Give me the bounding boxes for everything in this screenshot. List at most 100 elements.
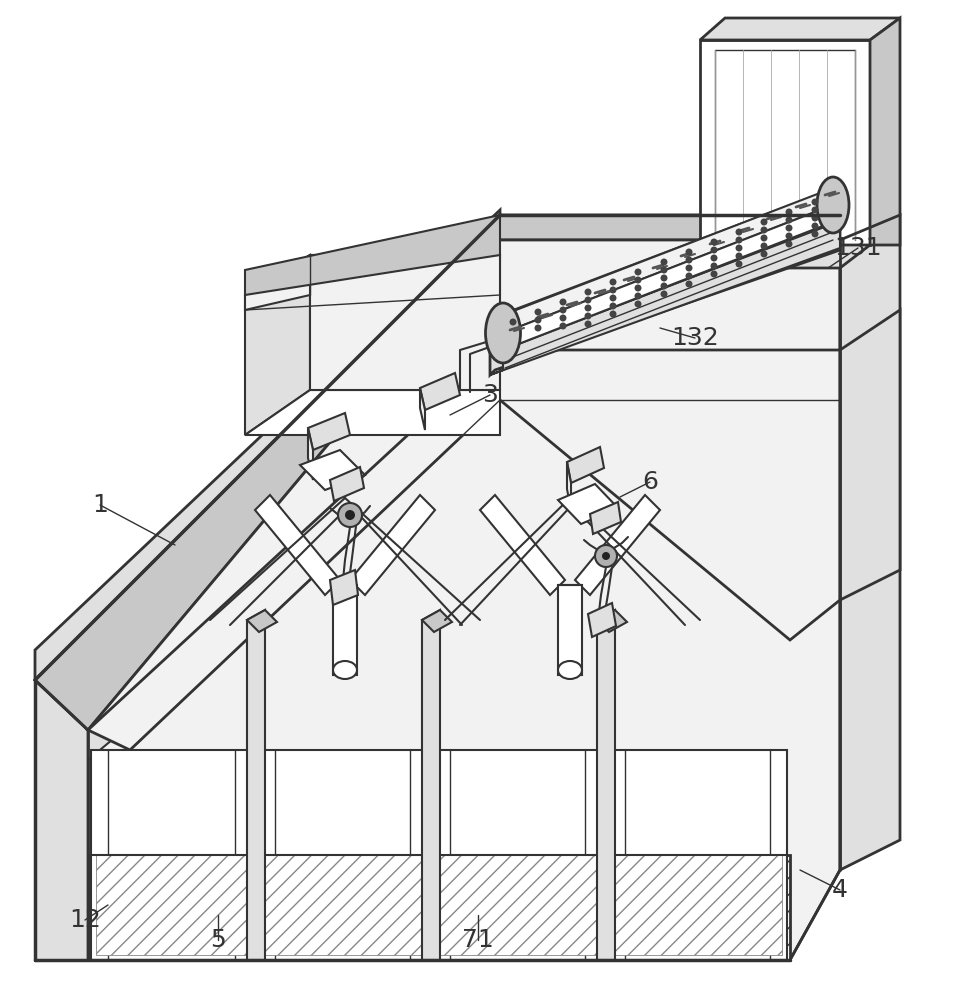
Circle shape: [761, 227, 767, 233]
Polygon shape: [263, 855, 422, 955]
Polygon shape: [310, 255, 500, 390]
Circle shape: [660, 282, 668, 290]
Circle shape: [786, 217, 792, 224]
Polygon shape: [91, 750, 252, 960]
Polygon shape: [245, 215, 500, 295]
Polygon shape: [558, 484, 618, 524]
Polygon shape: [420, 388, 425, 430]
Polygon shape: [245, 255, 500, 310]
Circle shape: [634, 292, 642, 300]
Polygon shape: [300, 450, 365, 490]
Circle shape: [584, 304, 591, 312]
Circle shape: [584, 296, 591, 304]
Polygon shape: [255, 495, 340, 595]
Circle shape: [736, 236, 742, 243]
Circle shape: [736, 252, 742, 259]
Polygon shape: [590, 502, 621, 534]
Polygon shape: [350, 495, 435, 595]
Circle shape: [711, 246, 718, 253]
Polygon shape: [35, 215, 840, 730]
Polygon shape: [88, 590, 255, 760]
Polygon shape: [88, 350, 840, 750]
Polygon shape: [503, 205, 833, 350]
Circle shape: [338, 503, 362, 527]
Text: 4: 4: [832, 878, 848, 902]
Polygon shape: [575, 495, 660, 595]
Circle shape: [786, 209, 792, 216]
Circle shape: [686, 256, 693, 263]
Polygon shape: [567, 447, 604, 483]
Circle shape: [559, 298, 566, 306]
Circle shape: [535, 316, 541, 324]
Polygon shape: [608, 750, 787, 960]
Polygon shape: [490, 215, 840, 375]
Circle shape: [559, 314, 566, 322]
Circle shape: [786, 240, 792, 247]
Circle shape: [584, 312, 591, 320]
Circle shape: [584, 320, 591, 328]
Circle shape: [711, 254, 718, 261]
Circle shape: [634, 268, 642, 275]
Circle shape: [584, 288, 591, 296]
Circle shape: [811, 215, 818, 222]
Circle shape: [609, 286, 617, 294]
Polygon shape: [35, 210, 500, 730]
Circle shape: [595, 545, 617, 567]
Polygon shape: [333, 585, 357, 675]
Polygon shape: [308, 428, 313, 480]
Polygon shape: [35, 680, 88, 960]
Polygon shape: [567, 462, 571, 510]
Polygon shape: [308, 413, 350, 450]
Circle shape: [559, 306, 566, 314]
Text: 1: 1: [92, 493, 108, 517]
Circle shape: [634, 284, 642, 292]
Ellipse shape: [558, 661, 582, 679]
Text: 6: 6: [642, 470, 658, 494]
Circle shape: [761, 250, 767, 257]
Text: 5: 5: [210, 928, 226, 952]
Circle shape: [510, 318, 516, 326]
Circle shape: [711, 270, 718, 277]
Circle shape: [761, 234, 767, 241]
Text: 132: 132: [672, 326, 718, 350]
Circle shape: [761, 242, 767, 249]
Circle shape: [609, 310, 617, 318]
Circle shape: [711, 262, 718, 269]
Ellipse shape: [817, 177, 849, 233]
Polygon shape: [870, 18, 900, 245]
Text: 3: 3: [482, 383, 498, 407]
Circle shape: [660, 290, 668, 298]
Polygon shape: [480, 495, 565, 595]
Circle shape: [736, 244, 742, 251]
Polygon shape: [597, 610, 615, 960]
Circle shape: [761, 219, 767, 226]
Circle shape: [602, 552, 610, 560]
Circle shape: [559, 322, 566, 330]
Polygon shape: [588, 603, 616, 637]
Polygon shape: [558, 585, 582, 675]
Circle shape: [686, 248, 693, 255]
Circle shape: [711, 238, 718, 245]
Circle shape: [609, 278, 617, 286]
Circle shape: [609, 302, 617, 310]
Circle shape: [811, 198, 818, 206]
Polygon shape: [420, 373, 460, 410]
Circle shape: [736, 229, 742, 235]
Polygon shape: [247, 610, 265, 960]
Circle shape: [811, 207, 818, 214]
Polygon shape: [500, 188, 835, 350]
Circle shape: [345, 510, 355, 520]
Circle shape: [686, 272, 693, 279]
Ellipse shape: [486, 303, 520, 363]
Circle shape: [811, 231, 818, 237]
Polygon shape: [96, 855, 247, 955]
Polygon shape: [330, 467, 364, 501]
Circle shape: [686, 280, 693, 288]
Circle shape: [535, 324, 541, 332]
Circle shape: [786, 225, 792, 232]
Polygon shape: [247, 610, 277, 632]
Polygon shape: [670, 245, 870, 268]
Circle shape: [660, 274, 668, 282]
Polygon shape: [422, 610, 440, 960]
Polygon shape: [433, 750, 602, 960]
